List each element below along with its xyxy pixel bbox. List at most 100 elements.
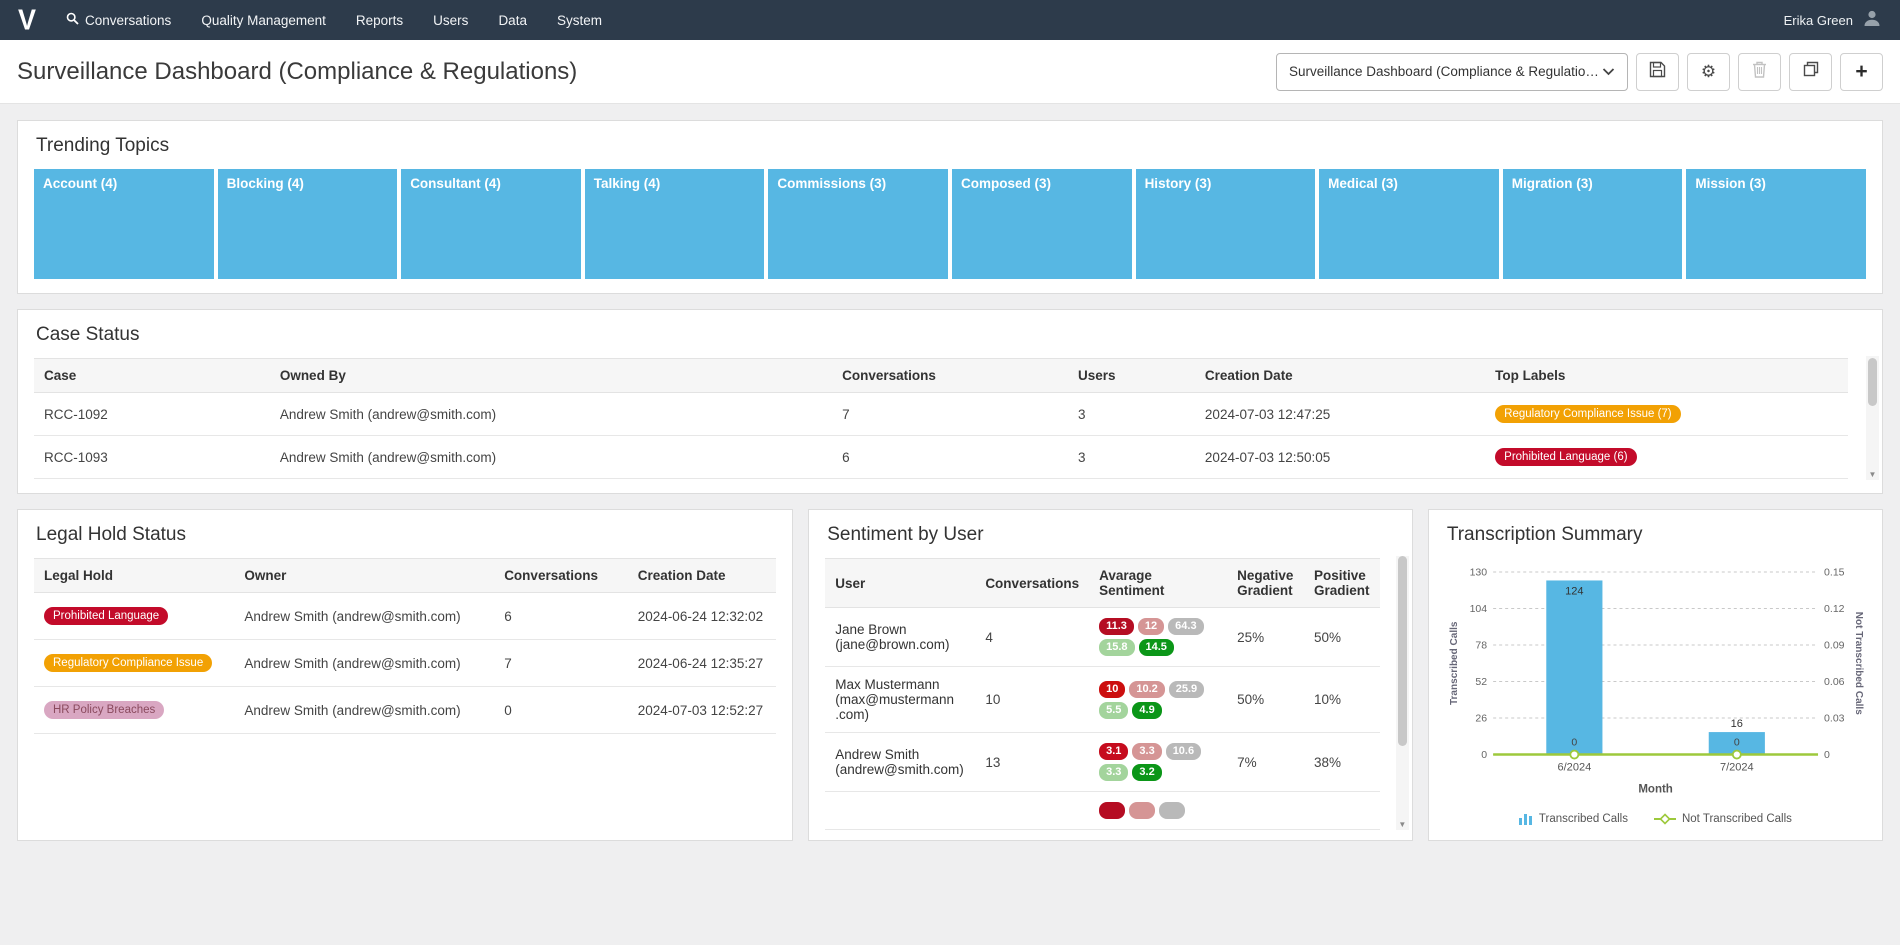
- nav-item-quality-management[interactable]: Quality Management: [201, 13, 326, 28]
- copy-icon: [1803, 61, 1819, 82]
- trending-tile-consultant-4[interactable]: Consultant (4): [401, 169, 581, 279]
- svg-text:130: 130: [1469, 567, 1487, 579]
- case-row-rcc-1092[interactable]: RCC-1092 Andrew Smith (andrew@smith.com) 7…: [34, 392, 1848, 436]
- bar-series-icon: [1518, 813, 1533, 825]
- legal-hold-panel: Legal Hold Status Legal Hold Owner Convers…: [17, 509, 794, 841]
- settings-button[interactable]: ⚙: [1687, 52, 1730, 91]
- sentiment-row-partial[interactable]: [825, 791, 1380, 830]
- sentiment-user-name: Andrew Smith: [835, 747, 920, 762]
- sentiment-chip: 12: [1137, 618, 1165, 635]
- sentiment-chip: 15.8: [1099, 639, 1135, 656]
- case-status-table: Case Owned By Conversations Users Creation D…: [34, 358, 1848, 479]
- legal-hold-row[interactable]: Regulatory Compliance Issue Andrew Smith …: [34, 639, 777, 687]
- add-dashboard-button[interactable]: +: [1840, 52, 1883, 91]
- sentiment-chip: 64.3: [1168, 618, 1204, 635]
- nav-item-label: Reports: [355, 12, 404, 28]
- trending-tile-talking-4[interactable]: Talking (4): [584, 169, 765, 279]
- legal-hold-row[interactable]: Prohibited Language Andrew Smith (andrew@…: [34, 592, 777, 640]
- sentiment-row-jane-brown[interactable]: Jane Brown (jane@brown.com) 4 11.3 12 64.3 15.…: [825, 607, 1380, 667]
- column-header-creation-date: Creation Date: [1194, 358, 1486, 393]
- sentiment-user-name: Max Mustermann: [835, 677, 940, 692]
- sentiment-chips: 11.3 12 64.3 15.8 14.5: [1099, 618, 1217, 656]
- nav-item-conversations[interactable]: Conversations: [66, 12, 171, 28]
- sentiment-row-andrew-smith[interactable]: Andrew Smith (andrew@smith.com) 13 3.1 3.3 10…: [825, 732, 1380, 792]
- search-icon: [66, 12, 79, 28]
- sentiment-chip: [1099, 802, 1126, 819]
- sentiment-user-name: Jane Brown: [835, 622, 907, 637]
- trending-tile-blocking-4[interactable]: Blocking (4): [217, 169, 398, 279]
- svg-text:0: 0: [1571, 737, 1577, 749]
- trending-topics-panel: Trending Topics Account (4) Blocking (4) C…: [17, 120, 1883, 294]
- sentiment-chip: 3.1: [1099, 743, 1129, 760]
- nav-item-users[interactable]: Users: [433, 13, 468, 28]
- sentiment-user-email: (max@mustermann .com): [835, 692, 954, 722]
- column-header-legal-hold: Legal Hold: [34, 558, 235, 593]
- delete-button[interactable]: [1738, 52, 1781, 91]
- save-button[interactable]: [1636, 52, 1679, 91]
- svg-text:0: 0: [1734, 737, 1740, 749]
- case-scrollbar-thumb[interactable]: [1868, 358, 1877, 406]
- case-creation-date: 2024-07-03 12:47:25: [1194, 392, 1486, 436]
- legal-creation-date: 2024-06-24 12:32:02: [627, 592, 777, 640]
- nav-item-label: Data: [498, 12, 527, 28]
- svg-text:0.06: 0.06: [1824, 676, 1845, 688]
- trending-tile-migration-3[interactable]: Migration (3): [1502, 169, 1683, 279]
- user-avatar-icon[interactable]: [1862, 8, 1882, 33]
- sentiment-row-max-mustermann[interactable]: Max Mustermann (max@mustermann .com) 10 10 1…: [825, 666, 1380, 733]
- case-table-scrollbar[interactable]: ▼: [1866, 356, 1879, 480]
- svg-text:Not Transcribed Calls: Not Transcribed Calls: [1853, 612, 1864, 715]
- nav-item-label: Conversations: [85, 12, 172, 28]
- trending-tile-mission-3[interactable]: Mission (3): [1686, 169, 1866, 279]
- sentiment-scrollbar-down-arrow[interactable]: ▼: [1398, 820, 1407, 829]
- nav-item-system[interactable]: System: [557, 13, 602, 28]
- trending-tile-account-4[interactable]: Account (4): [34, 169, 214, 279]
- case-row-rcc-1093[interactable]: RCC-1093 Andrew Smith (andrew@smith.com) 6…: [34, 435, 1848, 479]
- trending-tile-history-3[interactable]: History (3): [1135, 169, 1316, 279]
- line-series-icon: [1653, 813, 1676, 825]
- svg-text:78: 78: [1475, 640, 1487, 652]
- legal-conversations: 6: [494, 592, 628, 640]
- nav-item-data[interactable]: Data: [498, 13, 527, 28]
- duplicate-button[interactable]: [1789, 52, 1832, 91]
- top-label-badge: Prohibited Language (6): [1495, 448, 1637, 466]
- positive-gradient: 50%: [1303, 607, 1380, 667]
- sentiment-scrollbar[interactable]: ▼: [1395, 556, 1409, 830]
- user-name[interactable]: Erika Green: [1783, 12, 1853, 28]
- trending-tile-commissions-3[interactable]: Commissions (3): [768, 169, 948, 279]
- dashboard-select[interactable]: Surveillance Dashboard (Compliance & Reg…: [1276, 52, 1628, 91]
- case-conversations: 6: [832, 435, 1068, 479]
- column-header-owner: Owner: [234, 558, 495, 593]
- legend-transcribed[interactable]: Transcribed Calls: [1518, 813, 1628, 825]
- trending-tile-medical-3[interactable]: Medical (3): [1319, 169, 1499, 279]
- transcription-panel: Transcription Summary 0 0 26 0.03 52 0.06 78 0.…: [1427, 509, 1883, 841]
- svg-text:16: 16: [1731, 718, 1743, 730]
- svg-text:104: 104: [1469, 603, 1487, 615]
- trending-tile-composed-3[interactable]: Composed (3): [951, 169, 1132, 279]
- case-status-title: Case Status: [36, 324, 140, 345]
- case-status-panel: Case Status Case Owned By Conversations Use…: [17, 309, 1883, 494]
- legal-hold-table: Legal Hold Owner Conversations Creation Dat…: [34, 558, 777, 734]
- sentiment-user-email: (andrew@smith.com): [835, 762, 964, 777]
- case-creation-date: 2024-07-03 12:50:05: [1194, 435, 1486, 479]
- legal-conversations: 0: [494, 686, 628, 734]
- sentiment-scrollbar-thumb[interactable]: [1397, 556, 1407, 746]
- column-header-negative-gradient: Negative Gradient: [1227, 558, 1304, 608]
- case-table-header-row: Case Owned By Conversations Users Creation D…: [34, 358, 1848, 393]
- case-scrollbar-down-arrow[interactable]: ▼: [1868, 470, 1877, 479]
- svg-text:0.12: 0.12: [1824, 603, 1845, 615]
- top-label-badge: Regulatory Compliance Issue (7): [1495, 405, 1681, 423]
- legend-not-transcribed[interactable]: Not Transcribed Calls: [1653, 812, 1792, 825]
- svg-text:0.03: 0.03: [1824, 713, 1845, 725]
- app-logo[interactable]: V: [18, 3, 37, 36]
- save-icon: [1649, 61, 1666, 83]
- nav-menu: Conversations Quality Management Reports Us…: [66, 12, 602, 28]
- nav-item-reports[interactable]: Reports: [356, 13, 403, 28]
- column-header-avarage-sentiment: Avarage Sentiment: [1089, 558, 1228, 608]
- sentiment-conversations: 10: [975, 666, 1090, 733]
- legend-label: Not Transcribed Calls: [1681, 812, 1792, 825]
- column-header-top-labels: Top Labels: [1485, 358, 1848, 393]
- legal-hold-row[interactable]: HR Policy Breaches Andrew Smith (andrew@s…: [34, 686, 777, 734]
- column-header-users: Users: [1067, 358, 1195, 393]
- nav-item-label: System: [556, 12, 602, 28]
- chevron-down-icon: [1602, 64, 1615, 79]
